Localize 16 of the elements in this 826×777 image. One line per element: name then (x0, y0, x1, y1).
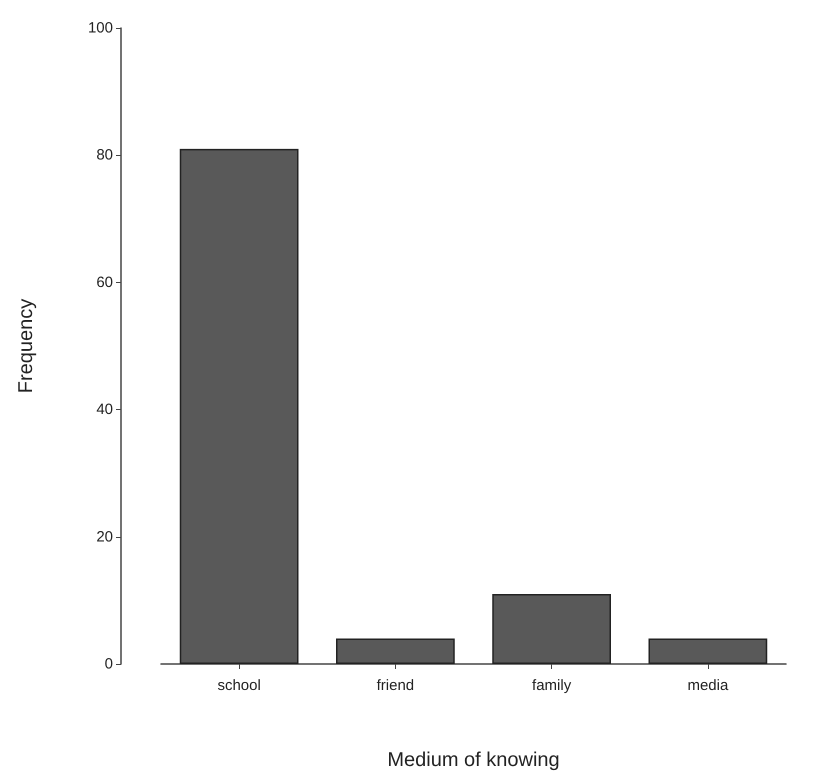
x-tick-label: friend (376, 677, 414, 694)
y-tick-label: 80 (96, 146, 113, 164)
x-tick-label: school (217, 677, 261, 694)
x-tick-label: family (532, 677, 572, 694)
x-axis-title: Medium of knowing (387, 749, 560, 771)
bar (336, 638, 455, 664)
y-tick-label: 100 (88, 20, 113, 36)
y-tick-label: 60 (96, 274, 113, 291)
y-tick-label: 40 (96, 401, 113, 418)
y-tick-label: 20 (96, 528, 113, 546)
y-tick-label: 0 (104, 656, 113, 672)
bar (648, 638, 768, 664)
x-tick-label: media (687, 677, 729, 694)
y-axis-title: Frequency (15, 298, 37, 394)
bar (180, 148, 298, 664)
bar (492, 594, 611, 664)
